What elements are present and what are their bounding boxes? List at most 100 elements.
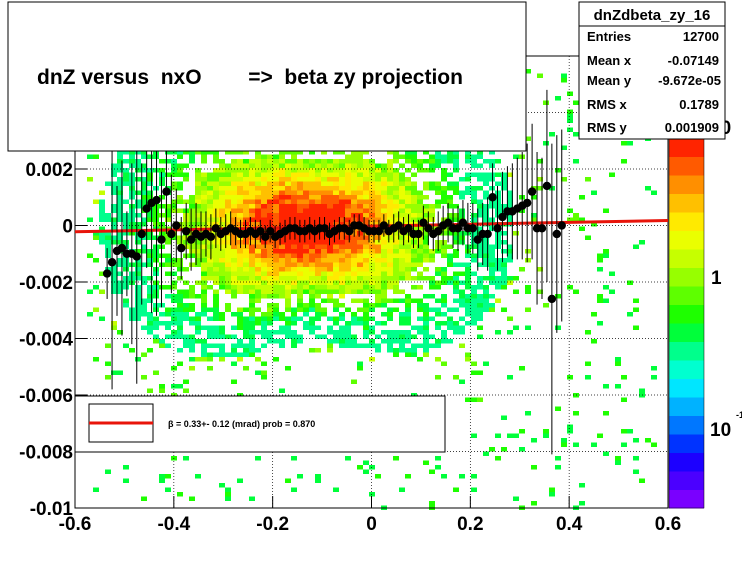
heatmap-cell	[489, 186, 495, 191]
heatmap-cell	[417, 325, 423, 330]
heatmap-cell	[219, 217, 225, 222]
heatmap-cell	[411, 159, 417, 164]
heatmap-cell	[279, 163, 285, 168]
heatmap-cell	[363, 312, 369, 317]
heatmap-cell	[441, 199, 447, 204]
heatmap-cell	[249, 240, 255, 245]
heatmap-cell	[291, 307, 297, 312]
heatmap-cell	[105, 253, 111, 258]
heatmap-cell	[219, 204, 225, 209]
heatmap-cell	[213, 330, 219, 335]
heatmap-cell	[489, 280, 495, 285]
heatmap-cell	[117, 280, 123, 285]
heatmap-cell	[111, 172, 117, 177]
heatmap-cell	[363, 460, 369, 465]
stats-label: Entries	[587, 29, 631, 44]
heatmap-cell	[423, 303, 429, 308]
heatmap-cell	[423, 276, 429, 281]
heatmap-cell	[243, 352, 249, 357]
heatmap-cell	[381, 289, 387, 294]
heatmap-cell	[405, 258, 411, 263]
heatmap-cell	[201, 267, 207, 272]
heatmap-cell	[495, 456, 501, 461]
heatmap-cell	[543, 141, 549, 146]
heatmap-cell	[117, 231, 123, 236]
heatmap-cell	[351, 280, 357, 285]
heatmap-cell	[567, 91, 573, 96]
heatmap-cell	[399, 208, 405, 213]
heatmap-cell	[273, 276, 279, 281]
heatmap-cell	[261, 316, 267, 321]
heatmap-cell	[399, 316, 405, 321]
heatmap-cell	[303, 177, 309, 182]
heatmap-cell	[141, 352, 147, 357]
heatmap-cell	[315, 294, 321, 299]
heatmap-cell	[369, 190, 375, 195]
heatmap-cell	[195, 204, 201, 209]
heatmap-cell	[255, 154, 261, 159]
heatmap-cell	[225, 271, 231, 276]
heatmap-cell	[219, 181, 225, 186]
heatmap-cell	[429, 334, 435, 339]
heatmap-cell	[249, 280, 255, 285]
heatmap-cell	[351, 267, 357, 272]
heatmap-cell	[321, 213, 327, 218]
heatmap-cell	[189, 154, 195, 159]
heatmap-cell	[333, 289, 339, 294]
heatmap-cell	[285, 249, 291, 254]
heatmap-cell	[333, 249, 339, 254]
heatmap-cell	[321, 271, 327, 276]
heatmap-cell	[429, 469, 435, 474]
heatmap-cell	[423, 316, 429, 321]
heatmap-cell	[141, 276, 147, 281]
heatmap-cell	[405, 249, 411, 254]
heatmap-cell	[273, 303, 279, 308]
heatmap-cell	[117, 240, 123, 245]
heatmap-cell	[441, 321, 447, 326]
heatmap-cell	[621, 375, 627, 380]
heatmap-cell	[207, 181, 213, 186]
heatmap-cell	[183, 163, 189, 168]
heatmap-cell	[441, 280, 447, 285]
heatmap-cell	[225, 487, 231, 492]
heatmap-cell	[291, 276, 297, 281]
heatmap-cell	[279, 280, 285, 285]
heatmap-cell	[213, 307, 219, 312]
heatmap-cell	[357, 276, 363, 281]
heatmap-cell	[357, 204, 363, 209]
heatmap-cell	[285, 271, 291, 276]
heatmap-cell	[141, 249, 147, 254]
heatmap-cell	[387, 172, 393, 177]
heatmap-cell	[105, 235, 111, 240]
heatmap-cell	[261, 262, 267, 267]
heatmap-cell	[309, 204, 315, 209]
heatmap-cell	[225, 217, 231, 222]
heatmap-cell	[219, 240, 225, 245]
heatmap-cell	[387, 181, 393, 186]
heatmap-cell	[471, 312, 477, 317]
heatmap-cell	[303, 159, 309, 164]
heatmap-cell	[201, 222, 207, 227]
heatmap-cell	[297, 271, 303, 276]
heatmap-cell	[357, 217, 363, 222]
heatmap-cell	[507, 172, 513, 177]
heatmap-cell	[183, 267, 189, 272]
heatmap-cell	[309, 285, 315, 290]
heatmap-cell	[483, 361, 489, 366]
heatmap-cell	[237, 186, 243, 191]
heatmap-cell	[231, 334, 237, 339]
heatmap-cell	[243, 208, 249, 213]
heatmap-cell	[117, 262, 123, 267]
heatmap-cell	[621, 442, 627, 447]
heatmap-cell	[435, 204, 441, 209]
heatmap-cell	[477, 294, 483, 299]
heatmap-cell	[141, 181, 147, 186]
heatmap-cell	[435, 190, 441, 195]
heatmap-cell	[405, 330, 411, 335]
heatmap-cell	[285, 181, 291, 186]
heatmap-cell	[255, 280, 261, 285]
profile-point	[107, 258, 117, 267]
heatmap-cell	[321, 298, 327, 303]
heatmap-cell	[219, 244, 225, 249]
profile-point	[152, 195, 161, 205]
